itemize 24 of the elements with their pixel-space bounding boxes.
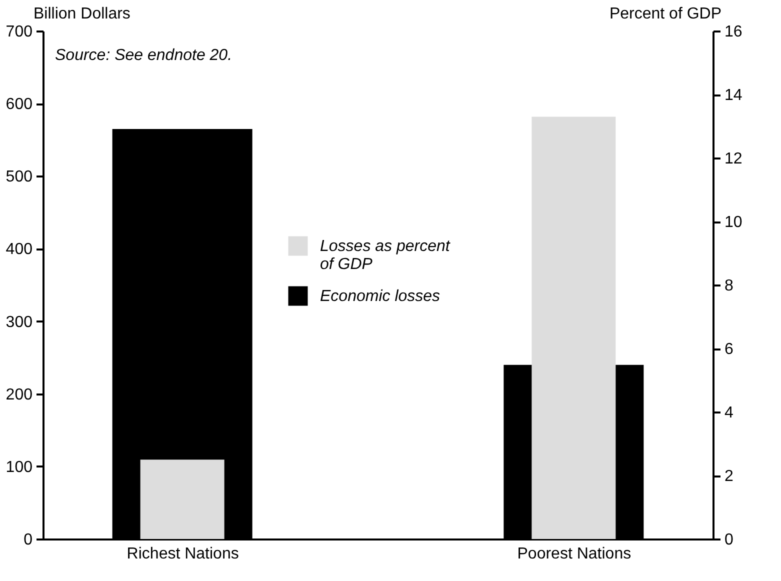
- x-tick-label: Poorest Nations: [517, 546, 632, 562]
- y-tick-label: 500: [6, 168, 33, 186]
- y-tick-label: 100: [6, 458, 33, 476]
- annotation: Source: See endnote 20.: [55, 47, 232, 64]
- y2-tick-label: 14: [724, 87, 742, 104]
- y2-tick-label: 4: [724, 404, 734, 422]
- y-tick-label: 400: [6, 241, 33, 258]
- y-tick-label: 0: [24, 532, 33, 548]
- y2-tick-label: 0: [724, 532, 734, 548]
- y2-tick-label: 8: [724, 278, 734, 294]
- y-axis-title: Billion Dollars: [34, 6, 130, 22]
- y2-tick-label: 6: [724, 341, 734, 358]
- y-tick-label: 600: [6, 96, 33, 114]
- y2-tick-label: 16: [724, 24, 742, 40]
- y-tick-label: 300: [6, 314, 33, 331]
- y2-tick-label: 10: [724, 214, 742, 231]
- legend-label: Economic losses: [320, 288, 440, 305]
- x-tick-label: Richest Nations: [126, 546, 239, 562]
- y2-tick-label: 2: [724, 468, 734, 485]
- legend-label: Losses as percent of GDP: [320, 238, 450, 273]
- y-tick-label: 200: [6, 386, 33, 404]
- y-tick-label: 700: [6, 24, 33, 40]
- y2-axis-title: Percent of GDP: [609, 6, 722, 22]
- y2-tick-label: 12: [724, 150, 742, 168]
